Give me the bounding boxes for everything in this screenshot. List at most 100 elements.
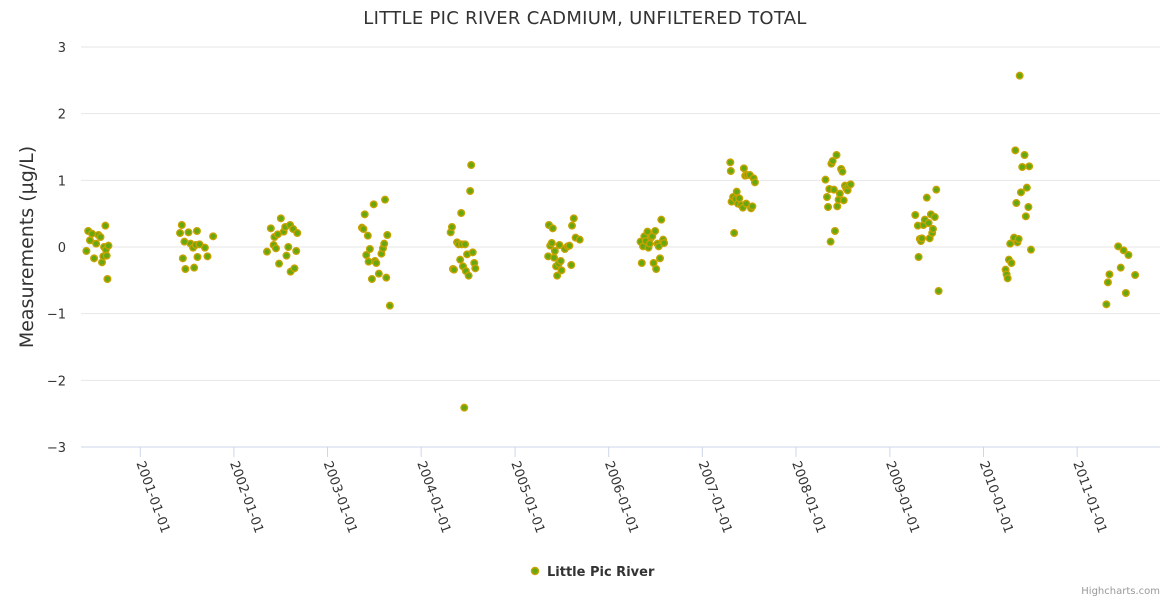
data-point[interactable] <box>450 265 459 274</box>
data-point[interactable] <box>292 246 301 255</box>
data-point[interactable] <box>568 221 577 230</box>
data-point[interactable] <box>266 224 275 233</box>
data-point[interactable] <box>553 271 562 280</box>
data-point[interactable] <box>823 192 832 201</box>
data-point[interactable] <box>464 271 473 280</box>
data-point[interactable] <box>832 150 841 159</box>
data-point[interactable] <box>838 167 847 176</box>
data-point[interactable] <box>1022 183 1031 192</box>
data-point[interactable] <box>547 238 556 247</box>
data-point[interactable] <box>1105 270 1114 279</box>
data-point[interactable] <box>555 240 564 249</box>
data-point[interactable] <box>200 243 209 252</box>
data-point[interactable] <box>176 228 185 237</box>
data-point[interactable] <box>447 222 456 231</box>
data-point[interactable] <box>652 265 661 274</box>
data-point[interactable] <box>468 248 477 257</box>
data-point[interactable] <box>103 275 112 284</box>
data-point[interactable] <box>846 180 855 189</box>
data-point[interactable] <box>829 185 838 194</box>
data-point[interactable] <box>565 241 574 250</box>
data-point[interactable] <box>835 189 844 198</box>
data-point[interactable] <box>1124 250 1133 259</box>
data-point[interactable] <box>1012 198 1021 207</box>
data-point[interactable] <box>467 160 476 169</box>
data-point[interactable] <box>460 403 469 412</box>
legend[interactable]: Little Pic River <box>530 565 655 580</box>
data-point[interactable] <box>271 244 280 253</box>
data-point[interactable] <box>1007 259 1016 268</box>
data-point[interactable] <box>178 254 187 263</box>
data-point[interactable] <box>1011 146 1020 155</box>
data-point[interactable] <box>660 238 669 247</box>
data-point[interactable] <box>284 242 293 251</box>
data-point[interactable] <box>90 254 99 263</box>
data-point[interactable] <box>550 246 559 255</box>
data-point[interactable] <box>1119 246 1128 255</box>
data-point[interactable] <box>911 210 920 219</box>
data-point[interactable] <box>181 265 190 274</box>
data-point[interactable] <box>557 266 566 275</box>
data-point[interactable] <box>92 239 101 248</box>
data-point[interactable] <box>748 202 757 211</box>
data-point[interactable] <box>726 158 735 167</box>
data-point[interactable] <box>726 166 735 175</box>
data-point[interactable] <box>369 200 378 209</box>
data-point[interactable] <box>1026 245 1035 254</box>
data-point[interactable] <box>383 230 392 239</box>
data-point[interactable] <box>1102 300 1111 309</box>
data-point[interactable] <box>380 239 389 248</box>
data-point[interactable] <box>917 234 926 243</box>
data-point[interactable] <box>732 187 741 196</box>
data-point[interactable] <box>275 259 284 268</box>
data-point[interactable] <box>548 224 557 233</box>
data-point[interactable] <box>363 231 372 240</box>
credit-link[interactable]: Highcharts.com <box>1081 586 1160 597</box>
data-point[interactable] <box>657 215 666 224</box>
data-point[interactable] <box>739 164 748 173</box>
data-point[interactable] <box>730 228 739 237</box>
data-point[interactable] <box>821 175 830 184</box>
data-point[interactable] <box>471 264 480 273</box>
data-point[interactable] <box>569 214 578 223</box>
data-point[interactable] <box>385 301 394 310</box>
data-point[interactable] <box>461 240 470 249</box>
data-point[interactable] <box>922 193 931 202</box>
data-point[interactable] <box>932 185 941 194</box>
data-point[interactable] <box>1116 263 1125 272</box>
data-point[interactable] <box>1020 150 1029 159</box>
data-point[interactable] <box>203 252 212 261</box>
data-point[interactable] <box>1121 289 1130 298</box>
data-point[interactable] <box>934 287 943 296</box>
data-point[interactable] <box>826 237 835 246</box>
data-point[interactable] <box>1003 274 1012 283</box>
data-point[interactable] <box>104 241 113 250</box>
data-point[interactable] <box>1025 162 1034 171</box>
data-point[interactable] <box>457 208 466 217</box>
data-point[interactable] <box>575 235 584 244</box>
data-point[interactable] <box>192 226 201 235</box>
data-point[interactable] <box>362 250 371 259</box>
data-point[interactable] <box>550 253 559 262</box>
data-point[interactable] <box>360 210 369 219</box>
data-point[interactable] <box>651 226 660 235</box>
data-point[interactable] <box>359 224 368 233</box>
data-point[interactable] <box>556 257 565 266</box>
data-point[interactable] <box>1024 202 1033 211</box>
data-point[interactable] <box>88 229 97 238</box>
data-point[interactable] <box>102 251 111 260</box>
data-point[interactable] <box>914 252 923 261</box>
data-point[interactable] <box>184 228 193 237</box>
data-point[interactable] <box>209 232 218 241</box>
data-point[interactable] <box>276 214 285 223</box>
data-point[interactable] <box>293 228 302 237</box>
data-point[interactable] <box>637 259 646 268</box>
data-point[interactable] <box>190 263 199 272</box>
data-point[interactable] <box>193 252 202 261</box>
data-point[interactable] <box>1006 239 1015 248</box>
data-point[interactable] <box>924 218 933 227</box>
data-point[interactable] <box>1131 271 1140 280</box>
data-point[interactable] <box>290 264 299 273</box>
data-point[interactable] <box>750 178 759 187</box>
data-point[interactable] <box>828 156 837 165</box>
